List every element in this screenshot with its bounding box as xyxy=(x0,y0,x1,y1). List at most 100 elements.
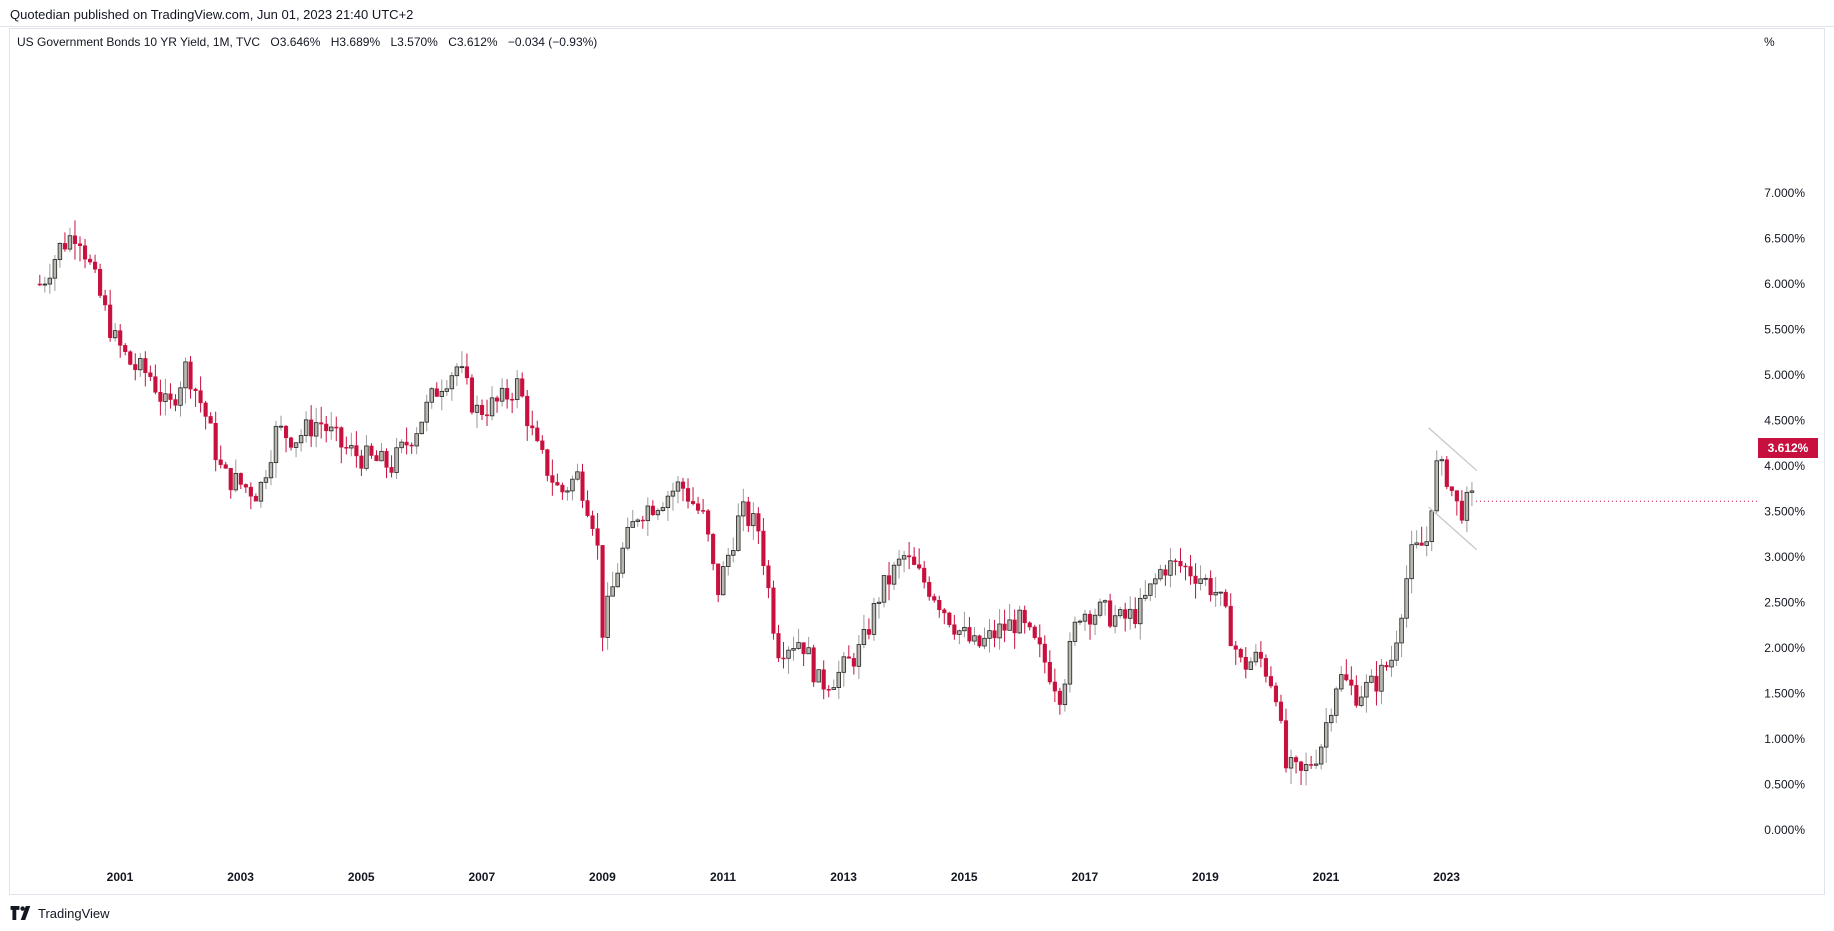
candle-body xyxy=(103,295,108,306)
candle-body xyxy=(997,623,1002,639)
candle-body xyxy=(37,283,42,286)
candle-body xyxy=(334,426,339,429)
candle-body xyxy=(771,587,776,634)
candle-body xyxy=(1389,659,1394,668)
candle-body xyxy=(600,545,605,638)
candle-body xyxy=(505,388,510,400)
candle-body xyxy=(339,427,344,448)
candle-body xyxy=(821,669,826,690)
candle-body xyxy=(379,450,384,462)
candle-body xyxy=(158,391,163,402)
candle-body xyxy=(756,513,761,532)
candle-body xyxy=(374,455,379,462)
candle-body xyxy=(1133,609,1138,625)
candle-body xyxy=(384,451,389,468)
candle-body xyxy=(665,495,671,508)
x-tick-label: 2017 xyxy=(1071,870,1098,884)
candle-body xyxy=(645,505,651,522)
candle-body xyxy=(484,414,490,417)
candle-body xyxy=(952,624,957,635)
candle-body xyxy=(1002,623,1007,631)
candle-body xyxy=(1323,722,1329,748)
candle-body xyxy=(1243,656,1248,670)
candle-body xyxy=(238,473,243,485)
candle-body xyxy=(98,268,103,296)
candle-body xyxy=(610,586,615,597)
candle-body xyxy=(1082,613,1088,622)
footer: TradingView xyxy=(10,903,110,923)
candle-body xyxy=(796,642,801,649)
candle-body xyxy=(886,575,892,585)
candle-body xyxy=(1208,578,1213,596)
candle-body xyxy=(650,505,655,516)
candle-body xyxy=(1037,637,1042,645)
candle-body xyxy=(1052,681,1057,692)
chart-frame[interactable] xyxy=(9,28,1825,895)
candle-body xyxy=(1299,761,1304,771)
candle-body xyxy=(1459,500,1464,521)
candle-body xyxy=(1394,642,1399,661)
x-tick-label: 2021 xyxy=(1313,870,1340,884)
candle-body xyxy=(1112,615,1118,627)
candle-body xyxy=(1143,594,1148,599)
candle-body xyxy=(912,556,917,565)
candle-body xyxy=(1072,621,1078,642)
candle-body xyxy=(258,481,264,502)
candle-body xyxy=(198,390,203,404)
candle-body xyxy=(565,490,570,493)
candle-body xyxy=(575,471,580,480)
candle-body xyxy=(1374,675,1379,692)
candle-body xyxy=(680,481,686,489)
candle-body xyxy=(977,635,982,647)
y-tick-label: 3.000% xyxy=(1764,550,1805,564)
candle-body xyxy=(1334,688,1339,716)
y-tick-label: 1.500% xyxy=(1764,687,1805,701)
candle-body xyxy=(530,425,535,429)
candle-body xyxy=(580,471,585,501)
candle-body xyxy=(459,366,465,369)
candle-body xyxy=(1108,600,1113,627)
candle-body xyxy=(313,422,319,437)
candle-body xyxy=(555,482,560,486)
candle-body xyxy=(1384,664,1389,668)
candle-body xyxy=(1469,490,1475,493)
candle-body xyxy=(213,422,218,461)
candle-body xyxy=(836,671,841,689)
y-tick-label: 7.000% xyxy=(1764,186,1805,200)
candle-body xyxy=(736,515,741,551)
candle-body xyxy=(1313,763,1319,766)
low-value: L3.570% xyxy=(390,35,438,49)
candle-body xyxy=(776,633,781,659)
candle-body xyxy=(495,397,500,402)
candle-body xyxy=(801,642,806,655)
candle-body xyxy=(1454,490,1459,502)
candle-body xyxy=(1183,565,1188,568)
candle-body xyxy=(329,426,334,432)
change-value: −0.034 (−0.93%) xyxy=(507,35,598,49)
candle-body xyxy=(1163,569,1168,576)
candle-body xyxy=(1173,560,1178,563)
candle-body xyxy=(288,437,294,448)
published-info: Quotedian published on TradingView.com, … xyxy=(10,7,414,22)
candle-body xyxy=(324,423,329,432)
candle-body xyxy=(1117,609,1123,617)
candle-body xyxy=(766,565,771,589)
candle-body xyxy=(560,484,565,493)
high-value: H3.689% xyxy=(330,35,381,49)
candle-body xyxy=(1077,620,1083,623)
candle-body xyxy=(701,510,706,512)
candle-body xyxy=(203,402,208,417)
candle-body xyxy=(570,478,575,492)
candle-body xyxy=(278,425,284,428)
candle-body xyxy=(233,472,238,491)
candle-body xyxy=(856,644,862,667)
candle-body xyxy=(876,601,882,604)
candle-body xyxy=(922,567,927,583)
candle-body xyxy=(685,488,691,502)
candle-body xyxy=(1429,510,1434,543)
candle-body xyxy=(1369,675,1374,683)
y-tick-label: 6.500% xyxy=(1764,232,1805,246)
candle-body xyxy=(1409,544,1414,580)
candle-body xyxy=(630,521,635,528)
